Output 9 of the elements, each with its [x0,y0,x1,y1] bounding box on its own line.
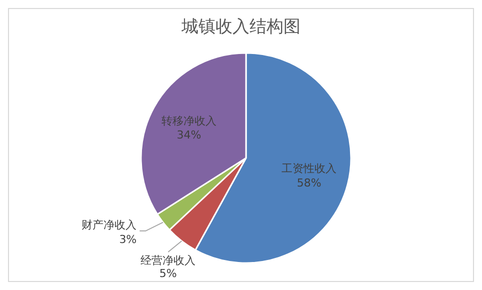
slice-label: 转移净收入 [161,114,216,128]
chart-title: 城镇收入结构图 [180,16,302,39]
slice-label: 财产净收入 [82,218,137,232]
slice-label: 工资性收入 [282,162,337,175]
slice-label: 经营净收入 [140,254,196,268]
data-label: 58% [296,176,322,190]
data-label: 5% [159,267,177,280]
data-label: 3% [119,233,137,246]
data-label: 34% [176,128,202,142]
